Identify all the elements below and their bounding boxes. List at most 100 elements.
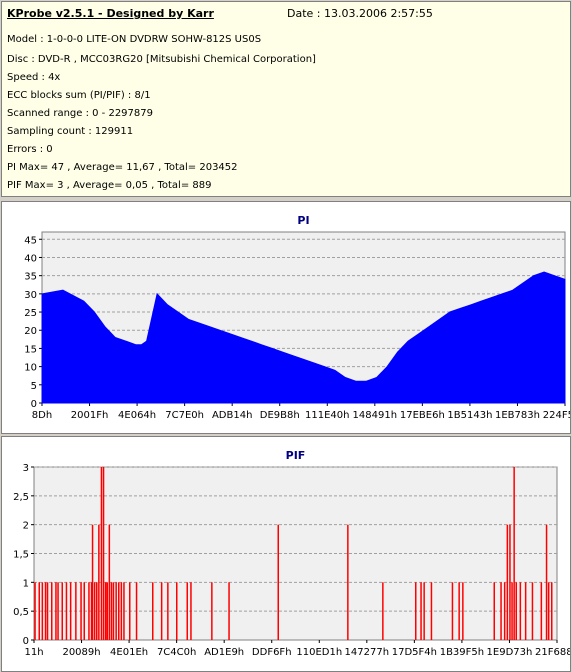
pif-bar <box>93 582 96 640</box>
pif-bar <box>551 582 553 640</box>
app-title: KProbe v2.5.1 - Designed by Karr <box>7 7 214 20</box>
pif-y-tick-label: 1 <box>23 578 29 589</box>
pif-y-tick-label: 2 <box>23 521 29 532</box>
pi-y-tick-label: 40 <box>24 253 37 264</box>
pif-x-tick-label: 1B39F5h <box>440 647 484 658</box>
pi-x-tick-label: 148491h <box>353 410 398 421</box>
pif-bar <box>83 582 85 640</box>
pif-y-tick-label: 3 <box>23 463 29 474</box>
pif-chart-title: PIF <box>286 449 306 462</box>
pif-summary-line: PIF Max= 3 , Average= 0,05 , Total= 889 <box>7 180 212 191</box>
pif-bar <box>500 582 502 640</box>
pif-bar <box>176 582 178 640</box>
pif-bar <box>152 582 154 640</box>
pi-x-tick-label: 1EB783h <box>495 410 540 421</box>
speed-line: Speed : 4x <box>7 72 61 83</box>
pif-bar <box>55 582 57 640</box>
pif-x-tick-label: 7C4C0h <box>157 647 196 658</box>
pif-bar <box>503 582 506 640</box>
pif-bar <box>513 467 515 640</box>
pif-bar <box>190 582 192 640</box>
pif-bar <box>123 582 125 640</box>
pif-bar <box>458 582 460 640</box>
pif-y-tick-label: 1,5 <box>13 550 29 561</box>
pif-bar <box>462 582 464 640</box>
pif-bar <box>547 582 550 640</box>
pif-bar <box>118 582 120 640</box>
errors-line: Errors : 0 <box>7 144 53 155</box>
pif-bar <box>135 582 138 640</box>
pi-x-tick-label: DE9B8h <box>260 410 300 421</box>
pif-x-tick-label: 11h <box>24 647 43 658</box>
pif-bar <box>524 582 527 640</box>
pif-bar <box>88 582 90 640</box>
pif-x-tick-label: 20089h <box>62 647 100 658</box>
pif-bar <box>61 582 63 640</box>
pi-x-tick-label: 7C7E0h <box>165 410 204 421</box>
pif-bar <box>423 582 425 640</box>
pi-x-tick-label: 8Dh <box>32 410 52 421</box>
range-line: Scanned range : 0 - 2297879 <box>7 108 153 119</box>
pif-bar <box>511 582 513 640</box>
pif-bar <box>44 582 47 640</box>
pi-y-tick-label: 45 <box>24 235 37 246</box>
pi-chart-panel: PI 0 5 10 15 20 25 30 35 40 45 8Dh 2001Fh 4E064h 7C7E0… <box>1 201 571 434</box>
pif-bar <box>98 524 100 640</box>
pif-bar <box>90 582 93 640</box>
pif-bar <box>102 467 105 640</box>
pi-y-tick-label: 20 <box>24 326 37 337</box>
pi-y-tick-label: 10 <box>24 363 37 374</box>
pif-bar <box>382 582 384 640</box>
pif-x-tick-label: 1E9D73h <box>487 647 533 658</box>
pif-bar <box>515 582 517 640</box>
pif-bar <box>65 582 68 640</box>
pif-bar <box>108 524 111 640</box>
pi-x-tick-label: 111E40h <box>305 410 349 421</box>
pi-y-tick-label: 35 <box>24 272 37 283</box>
pif-x-tick-label: 17D5F4h <box>392 647 437 658</box>
pif-bar <box>115 582 117 640</box>
pif-bar <box>540 582 543 640</box>
pi-x-tick-label: ADB14h <box>212 410 252 421</box>
pif-bar <box>347 524 349 640</box>
pif-bar <box>41 582 44 640</box>
pif-bar <box>211 582 213 640</box>
pif-bar <box>545 524 548 640</box>
pif-bar <box>430 582 433 640</box>
pif-x-tick-label: AD1E9h <box>204 647 244 658</box>
pif-chart-panel: PIF 0 0,5 1 1,5 2 2,5 3 11h 20089h 4E01Eh 7C4C0h AD1… <box>1 436 571 672</box>
pif-bar <box>506 524 509 640</box>
pi-y-tick-label: 0 <box>31 399 37 410</box>
pif-bar <box>112 582 115 640</box>
pif-bar <box>100 467 103 640</box>
pi-y-tick-label: 30 <box>24 290 37 301</box>
pif-bar <box>493 582 495 640</box>
pi-x-tick-label: 2001Fh <box>71 410 109 421</box>
pif-y-tick-label: 0,5 <box>13 607 29 618</box>
pif-bar <box>129 582 131 640</box>
pif-x-tick-label: DDF6Fh <box>252 647 292 658</box>
pif-bar <box>415 582 417 640</box>
pif-bar <box>186 582 188 640</box>
ecc-line: ECC blocks sum (PI/PIF) : 8/1 <box>7 90 151 101</box>
pi-x-tick-label: 1B5143h <box>447 410 492 421</box>
pif-bar <box>451 582 454 640</box>
pi-summary-line: PI Max= 47 , Average= 11,67 , Total= 203… <box>7 162 238 173</box>
pif-bar <box>519 582 522 640</box>
pif-bar <box>38 582 40 640</box>
pif-x-tick-label: 147277h <box>345 647 390 658</box>
pif-bar <box>277 524 279 640</box>
scan-date: Date : 13.03.2006 2:57:55 <box>287 7 433 20</box>
pif-bar <box>75 582 77 640</box>
pi-x-tick-label: 4E064h <box>118 410 156 421</box>
pif-bar <box>34 582 36 640</box>
info-panel: KProbe v2.5.1 - Designed by Karr Date : … <box>1 1 571 197</box>
pif-y-tick-label: 2,5 <box>13 492 29 503</box>
pif-bar <box>69 582 72 640</box>
pi-y-tick-label: 25 <box>24 308 37 319</box>
pif-bar <box>46 582 49 640</box>
pif-bar <box>167 582 169 640</box>
pi-chart-title: PI <box>297 214 309 227</box>
pif-bar <box>509 524 511 640</box>
pif-bar <box>228 582 230 640</box>
